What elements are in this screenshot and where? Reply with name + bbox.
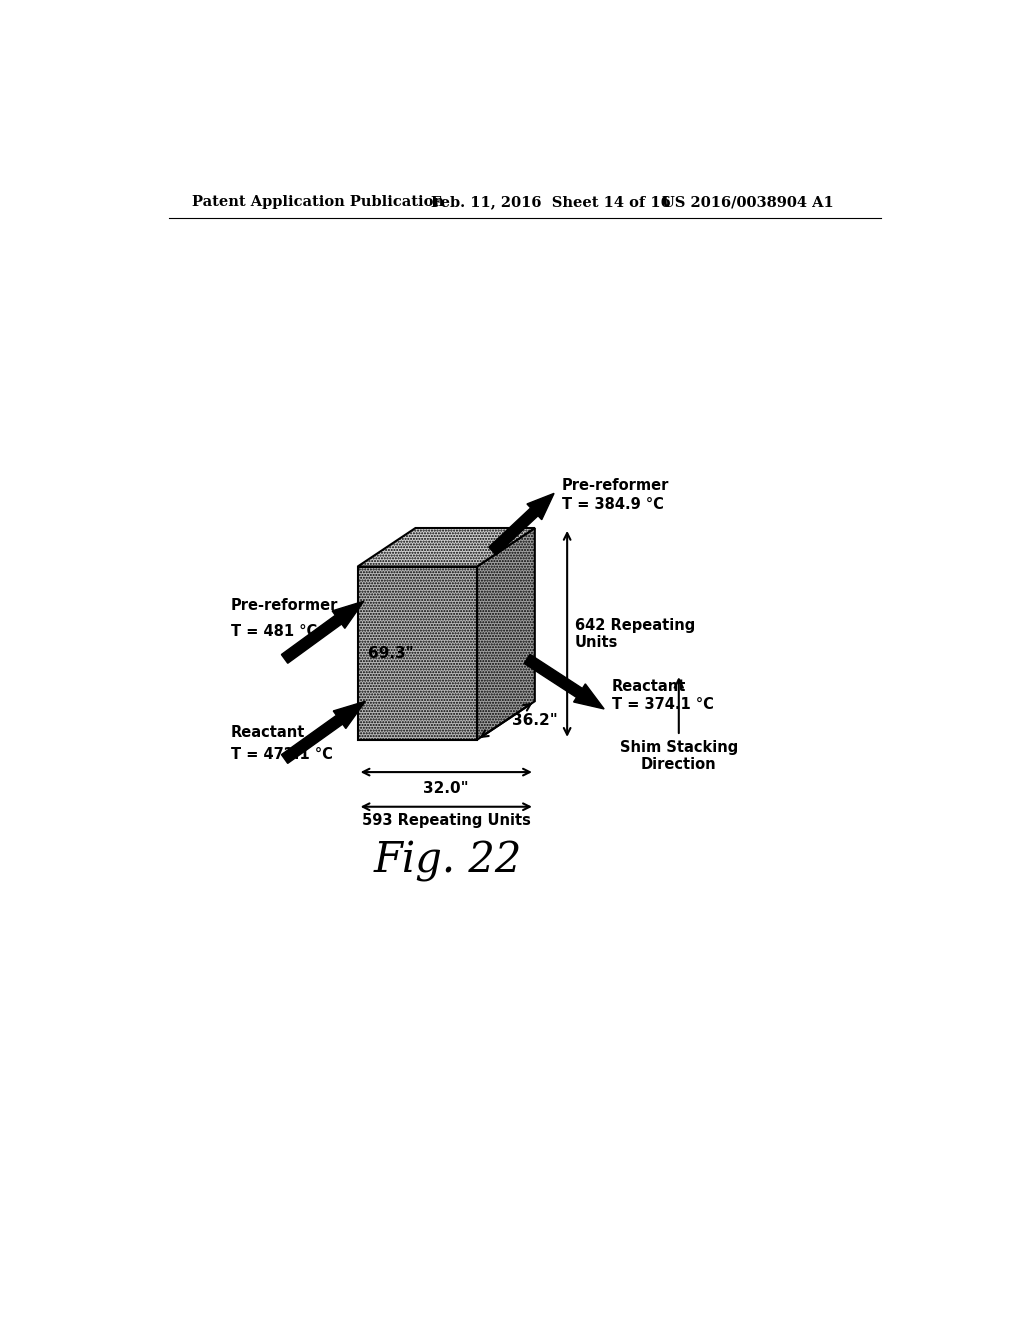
Text: T = 481 °C: T = 481 °C bbox=[230, 624, 316, 639]
Text: 642 Repeating
Units: 642 Repeating Units bbox=[574, 618, 695, 649]
Polygon shape bbox=[488, 494, 554, 554]
Text: Feb. 11, 2016  Sheet 14 of 16: Feb. 11, 2016 Sheet 14 of 16 bbox=[431, 195, 671, 210]
Text: Pre-reformer: Pre-reformer bbox=[230, 598, 338, 614]
Text: T = 374.1 °C: T = 374.1 °C bbox=[611, 697, 714, 713]
Text: Fig. 22: Fig. 22 bbox=[374, 840, 522, 882]
Polygon shape bbox=[282, 701, 366, 763]
Text: Reactant: Reactant bbox=[230, 725, 305, 739]
Text: Pre-reformer: Pre-reformer bbox=[562, 478, 669, 494]
Text: 36.2": 36.2" bbox=[512, 713, 558, 729]
Text: Patent Application Publication: Patent Application Publication bbox=[193, 195, 444, 210]
Polygon shape bbox=[477, 528, 535, 739]
Polygon shape bbox=[282, 601, 364, 663]
Text: T = 384.9 °C: T = 384.9 °C bbox=[562, 498, 664, 512]
Polygon shape bbox=[524, 655, 604, 709]
Text: 593 Repeating Units: 593 Repeating Units bbox=[361, 813, 530, 828]
Text: 32.0": 32.0" bbox=[424, 781, 469, 796]
Text: Reactant: Reactant bbox=[611, 678, 686, 693]
Polygon shape bbox=[357, 566, 477, 739]
Text: T = 472.1 °C: T = 472.1 °C bbox=[230, 747, 333, 763]
Text: Shim Stacking
Direction: Shim Stacking Direction bbox=[620, 739, 738, 772]
Text: 69.3": 69.3" bbox=[368, 645, 414, 660]
Polygon shape bbox=[357, 528, 535, 566]
Text: US 2016/0038904 A1: US 2016/0038904 A1 bbox=[662, 195, 834, 210]
